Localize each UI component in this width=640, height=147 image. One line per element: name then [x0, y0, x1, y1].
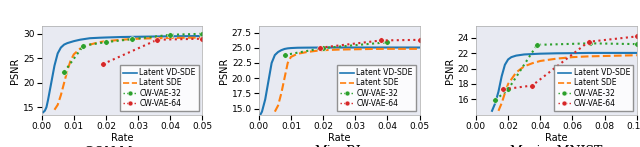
Y-axis label: PSNR: PSNR [10, 57, 20, 84]
Text: GQN Mazes: GQN Mazes [84, 145, 160, 147]
X-axis label: Rate: Rate [111, 133, 133, 143]
Text: MovingMNIST: MovingMNIST [509, 145, 603, 147]
Legend: Latent VD-SDE, Latent SDE, CW-VAE-32, CW-VAE-64: Latent VD-SDE, Latent SDE, CW-VAE-32, CW… [554, 65, 633, 111]
Y-axis label: PSNR: PSNR [219, 57, 229, 84]
Y-axis label: PSNR: PSNR [445, 57, 454, 84]
Text: MineRL: MineRL [314, 145, 364, 147]
Legend: Latent VD-SDE, Latent SDE, CW-VAE-32, CW-VAE-64: Latent VD-SDE, Latent SDE, CW-VAE-32, CW… [120, 65, 198, 111]
X-axis label: Rate: Rate [545, 133, 568, 143]
X-axis label: Rate: Rate [328, 133, 351, 143]
Legend: Latent VD-SDE, Latent SDE, CW-VAE-32, CW-VAE-64: Latent VD-SDE, Latent SDE, CW-VAE-32, CW… [337, 65, 416, 111]
